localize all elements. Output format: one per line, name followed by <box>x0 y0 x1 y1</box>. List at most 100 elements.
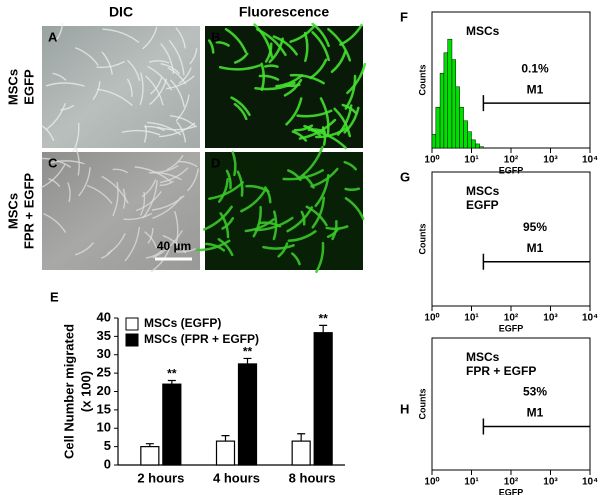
cell <box>258 74 280 81</box>
panel-label: E <box>50 289 59 304</box>
cell <box>277 242 289 258</box>
cell <box>175 27 186 49</box>
error-bar <box>243 357 252 364</box>
cell <box>148 171 182 181</box>
histogram-bin <box>479 146 484 149</box>
cell <box>330 50 347 74</box>
x-tick-label: 10¹ <box>464 313 479 324</box>
cell <box>45 103 66 131</box>
cell <box>240 189 266 213</box>
y-tick-label: 25 <box>97 365 111 380</box>
panel-label: G <box>400 169 410 184</box>
cell <box>144 125 165 132</box>
cell <box>283 78 303 97</box>
cell <box>45 82 85 87</box>
cell <box>260 62 266 91</box>
cell <box>141 179 157 198</box>
cell <box>343 160 358 171</box>
cell <box>205 242 226 252</box>
x-tick-label: 10³ <box>543 477 558 488</box>
x-tick-label: 10¹ <box>464 155 479 166</box>
cell <box>217 238 234 257</box>
bar <box>162 383 182 466</box>
cell <box>41 125 55 142</box>
cell <box>296 109 333 118</box>
cell <box>41 157 71 168</box>
y-tick-label: 10 <box>97 420 111 435</box>
cell <box>233 102 248 121</box>
scale-bar-label: 40 µm <box>157 239 191 253</box>
panel-label: F <box>400 9 408 24</box>
cell <box>175 94 190 122</box>
cell <box>127 78 133 98</box>
panel-label: D <box>211 155 220 170</box>
cell <box>145 249 163 259</box>
cell <box>74 242 94 256</box>
cell <box>264 42 273 63</box>
cell <box>311 196 326 229</box>
cell <box>327 27 352 62</box>
histogram-bin <box>459 106 464 149</box>
gate-marker <box>482 418 590 435</box>
y-tick-label: 35 <box>97 328 111 343</box>
cell <box>305 205 328 227</box>
cell <box>101 175 129 204</box>
x-tick-label: 10² <box>504 313 519 324</box>
cell <box>158 122 196 138</box>
gate-percent: 0.1% <box>521 61 549 75</box>
cell <box>178 67 192 84</box>
cell <box>287 230 317 243</box>
x-axis-label: EGFP <box>499 165 524 175</box>
x-tick-label: 2 hours <box>137 470 184 485</box>
cell <box>258 221 282 228</box>
cell <box>282 169 324 181</box>
micrograph <box>42 152 200 270</box>
cell <box>187 168 199 192</box>
sample-label: EGFP <box>466 198 499 212</box>
cell <box>147 66 172 91</box>
cell <box>174 248 196 253</box>
cell <box>96 88 133 106</box>
cell <box>230 96 251 117</box>
y-tick-label: 20 <box>97 383 111 398</box>
cell <box>151 195 185 211</box>
micrograph-group <box>40 22 367 274</box>
cell <box>189 48 198 65</box>
cell <box>218 64 262 71</box>
cell <box>177 160 198 167</box>
histogram-bin <box>435 106 441 149</box>
x-tick-label: 10⁴ <box>582 477 598 488</box>
cell <box>60 104 74 111</box>
cell <box>159 167 189 184</box>
cell <box>344 74 357 110</box>
cell <box>101 51 113 75</box>
cell <box>147 228 154 244</box>
cell <box>319 97 330 135</box>
cell <box>152 230 183 259</box>
x-tick-label: 10² <box>504 477 519 488</box>
bar <box>237 363 258 466</box>
legend-swatch <box>125 317 139 331</box>
cell <box>221 217 235 230</box>
significance: ** <box>318 312 328 326</box>
significance: ** <box>167 367 177 381</box>
legend-swatch <box>125 333 139 347</box>
cell <box>156 125 197 131</box>
error-bar <box>167 379 176 385</box>
cell <box>307 128 326 133</box>
cell <box>315 241 325 274</box>
y-tick-label: 5 <box>104 438 111 453</box>
cell <box>346 62 367 95</box>
histogram-bin <box>431 134 437 149</box>
cell <box>67 182 71 203</box>
cell <box>275 74 304 88</box>
cell <box>86 185 113 205</box>
x-axis-label: EGFP <box>499 323 524 333</box>
cell <box>254 216 294 232</box>
cell <box>215 41 230 47</box>
cell <box>168 40 185 76</box>
cell <box>293 124 314 132</box>
cell <box>55 22 64 42</box>
cell <box>143 124 147 143</box>
